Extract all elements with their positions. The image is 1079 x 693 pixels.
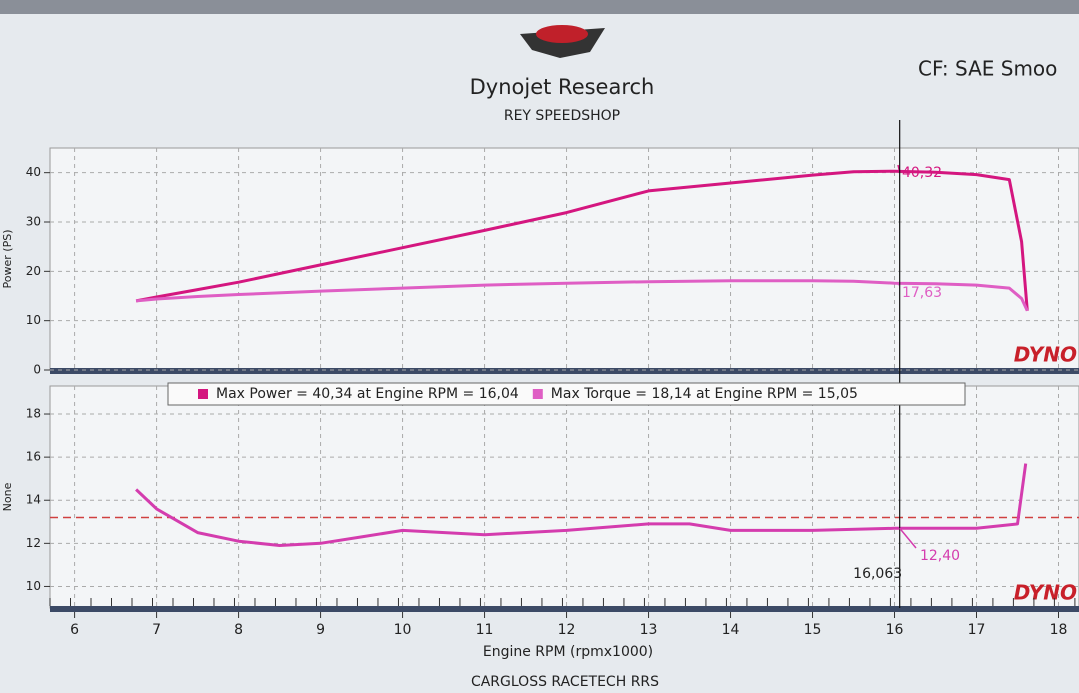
x-tick-label: 15 — [804, 622, 822, 638]
plot-base-bar — [50, 368, 1079, 374]
legend-swatch — [532, 389, 543, 399]
legend-label: Max Torque = 18,14 at Engine RPM = 15,05 — [551, 386, 858, 402]
plot-area — [49, 385, 1079, 609]
logo — [520, 25, 605, 58]
series-line — [135, 279, 1029, 312]
x-tick-label: 7 — [152, 622, 161, 638]
legend-swatch — [198, 389, 208, 399]
y-tick-label: 30 — [26, 215, 41, 229]
x-tick-label: 18 — [1050, 622, 1068, 638]
y-tick-label: 18 — [26, 407, 41, 421]
y-tick-label: 10 — [26, 313, 41, 327]
x-tick-label: 16 — [886, 622, 904, 638]
series-line — [135, 463, 1028, 547]
watermark: DYNO — [1014, 343, 1077, 367]
y-tick-label: 40 — [26, 165, 41, 179]
screen-bezel — [0, 0, 1079, 14]
plot-base-bar — [50, 606, 1079, 612]
x-tick-label: 8 — [234, 622, 243, 638]
plot-area — [49, 147, 1079, 371]
x-tick-label: 17 — [968, 622, 986, 638]
subtitle: REY SPEEDSHOP — [504, 108, 620, 124]
legend-label: Max Power = 40,34 at Engine RPM = 16,04 — [216, 386, 519, 402]
x-tick-label: 13 — [640, 622, 658, 638]
watermark: DYNO — [1014, 581, 1077, 605]
legend-box — [167, 382, 966, 406]
x-tick-label: 12 — [558, 622, 576, 638]
x-axis-label: Engine RPM (rpmx1000) — [483, 644, 653, 660]
y-tick-label: 10 — [26, 579, 41, 593]
y-tick-label: 12 — [26, 536, 41, 550]
title: Dynojet Research — [470, 75, 655, 99]
annotation: 17,63 — [902, 285, 942, 301]
y-axis-label: None — [1, 482, 14, 511]
legend: Max Power = 40,34 at Engine RPM = 16,04 M… — [167, 382, 966, 406]
annotation: 12,40 — [920, 548, 960, 564]
series-line — [135, 169, 1029, 311]
y-tick-label: 14 — [26, 493, 41, 507]
y-tick-label: 16 — [26, 450, 41, 464]
x-tick-label: 14 — [722, 622, 740, 638]
x-tick-label: 6 — [70, 622, 79, 638]
y-tick-label: 0 — [33, 363, 41, 377]
annotation-leader — [899, 527, 917, 549]
cursor-label: 16,063 — [853, 566, 902, 582]
correction-factor: CF: SAE Smoo — [918, 57, 1057, 81]
x-tick-label: 10 — [394, 622, 412, 638]
y-axis-label: Power (PS) — [1, 230, 14, 289]
logo-badge — [536, 25, 588, 43]
x-tick-label: 11 — [476, 622, 494, 638]
y-tick-label: 20 — [26, 264, 41, 278]
x-tick-label: 9 — [316, 622, 325, 638]
caption: CARGLOSS RACETECH RRS — [471, 674, 659, 690]
annotation: 40,32 — [902, 165, 942, 181]
